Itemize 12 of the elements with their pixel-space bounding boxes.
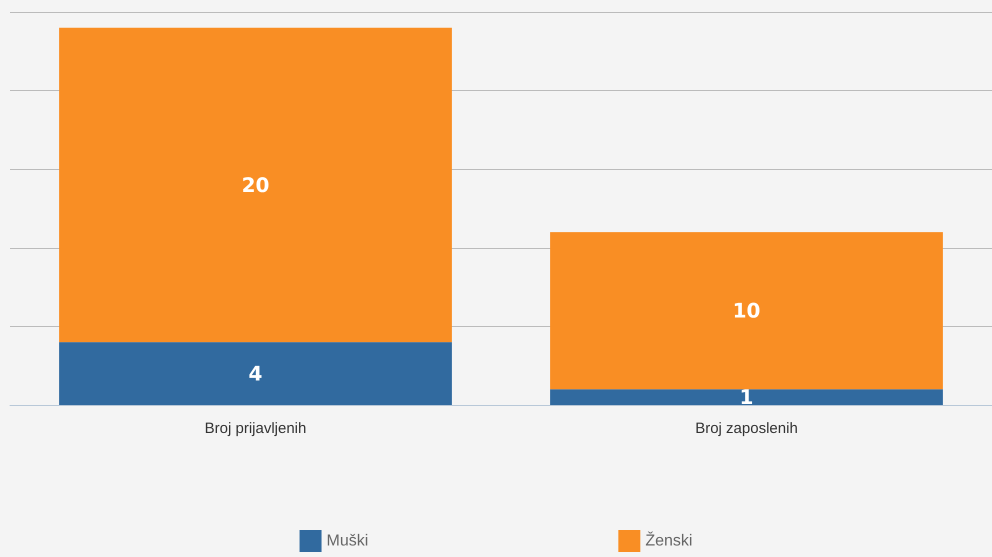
data-label: 20 bbox=[242, 172, 270, 197]
bar bbox=[550, 389, 943, 405]
data-label: 4 bbox=[248, 362, 262, 386]
data-label: 1 bbox=[740, 385, 754, 410]
legend-label: Ženski bbox=[645, 532, 692, 550]
bar bbox=[59, 342, 452, 405]
x-tick-label: Broj zaposlenih bbox=[695, 420, 798, 437]
data-label: 10 bbox=[732, 298, 760, 323]
legend-label: Muški bbox=[326, 532, 368, 550]
bar bbox=[59, 28, 452, 342]
bar bbox=[550, 232, 943, 390]
x-tick-label: Broj prijavljenih bbox=[204, 420, 306, 437]
